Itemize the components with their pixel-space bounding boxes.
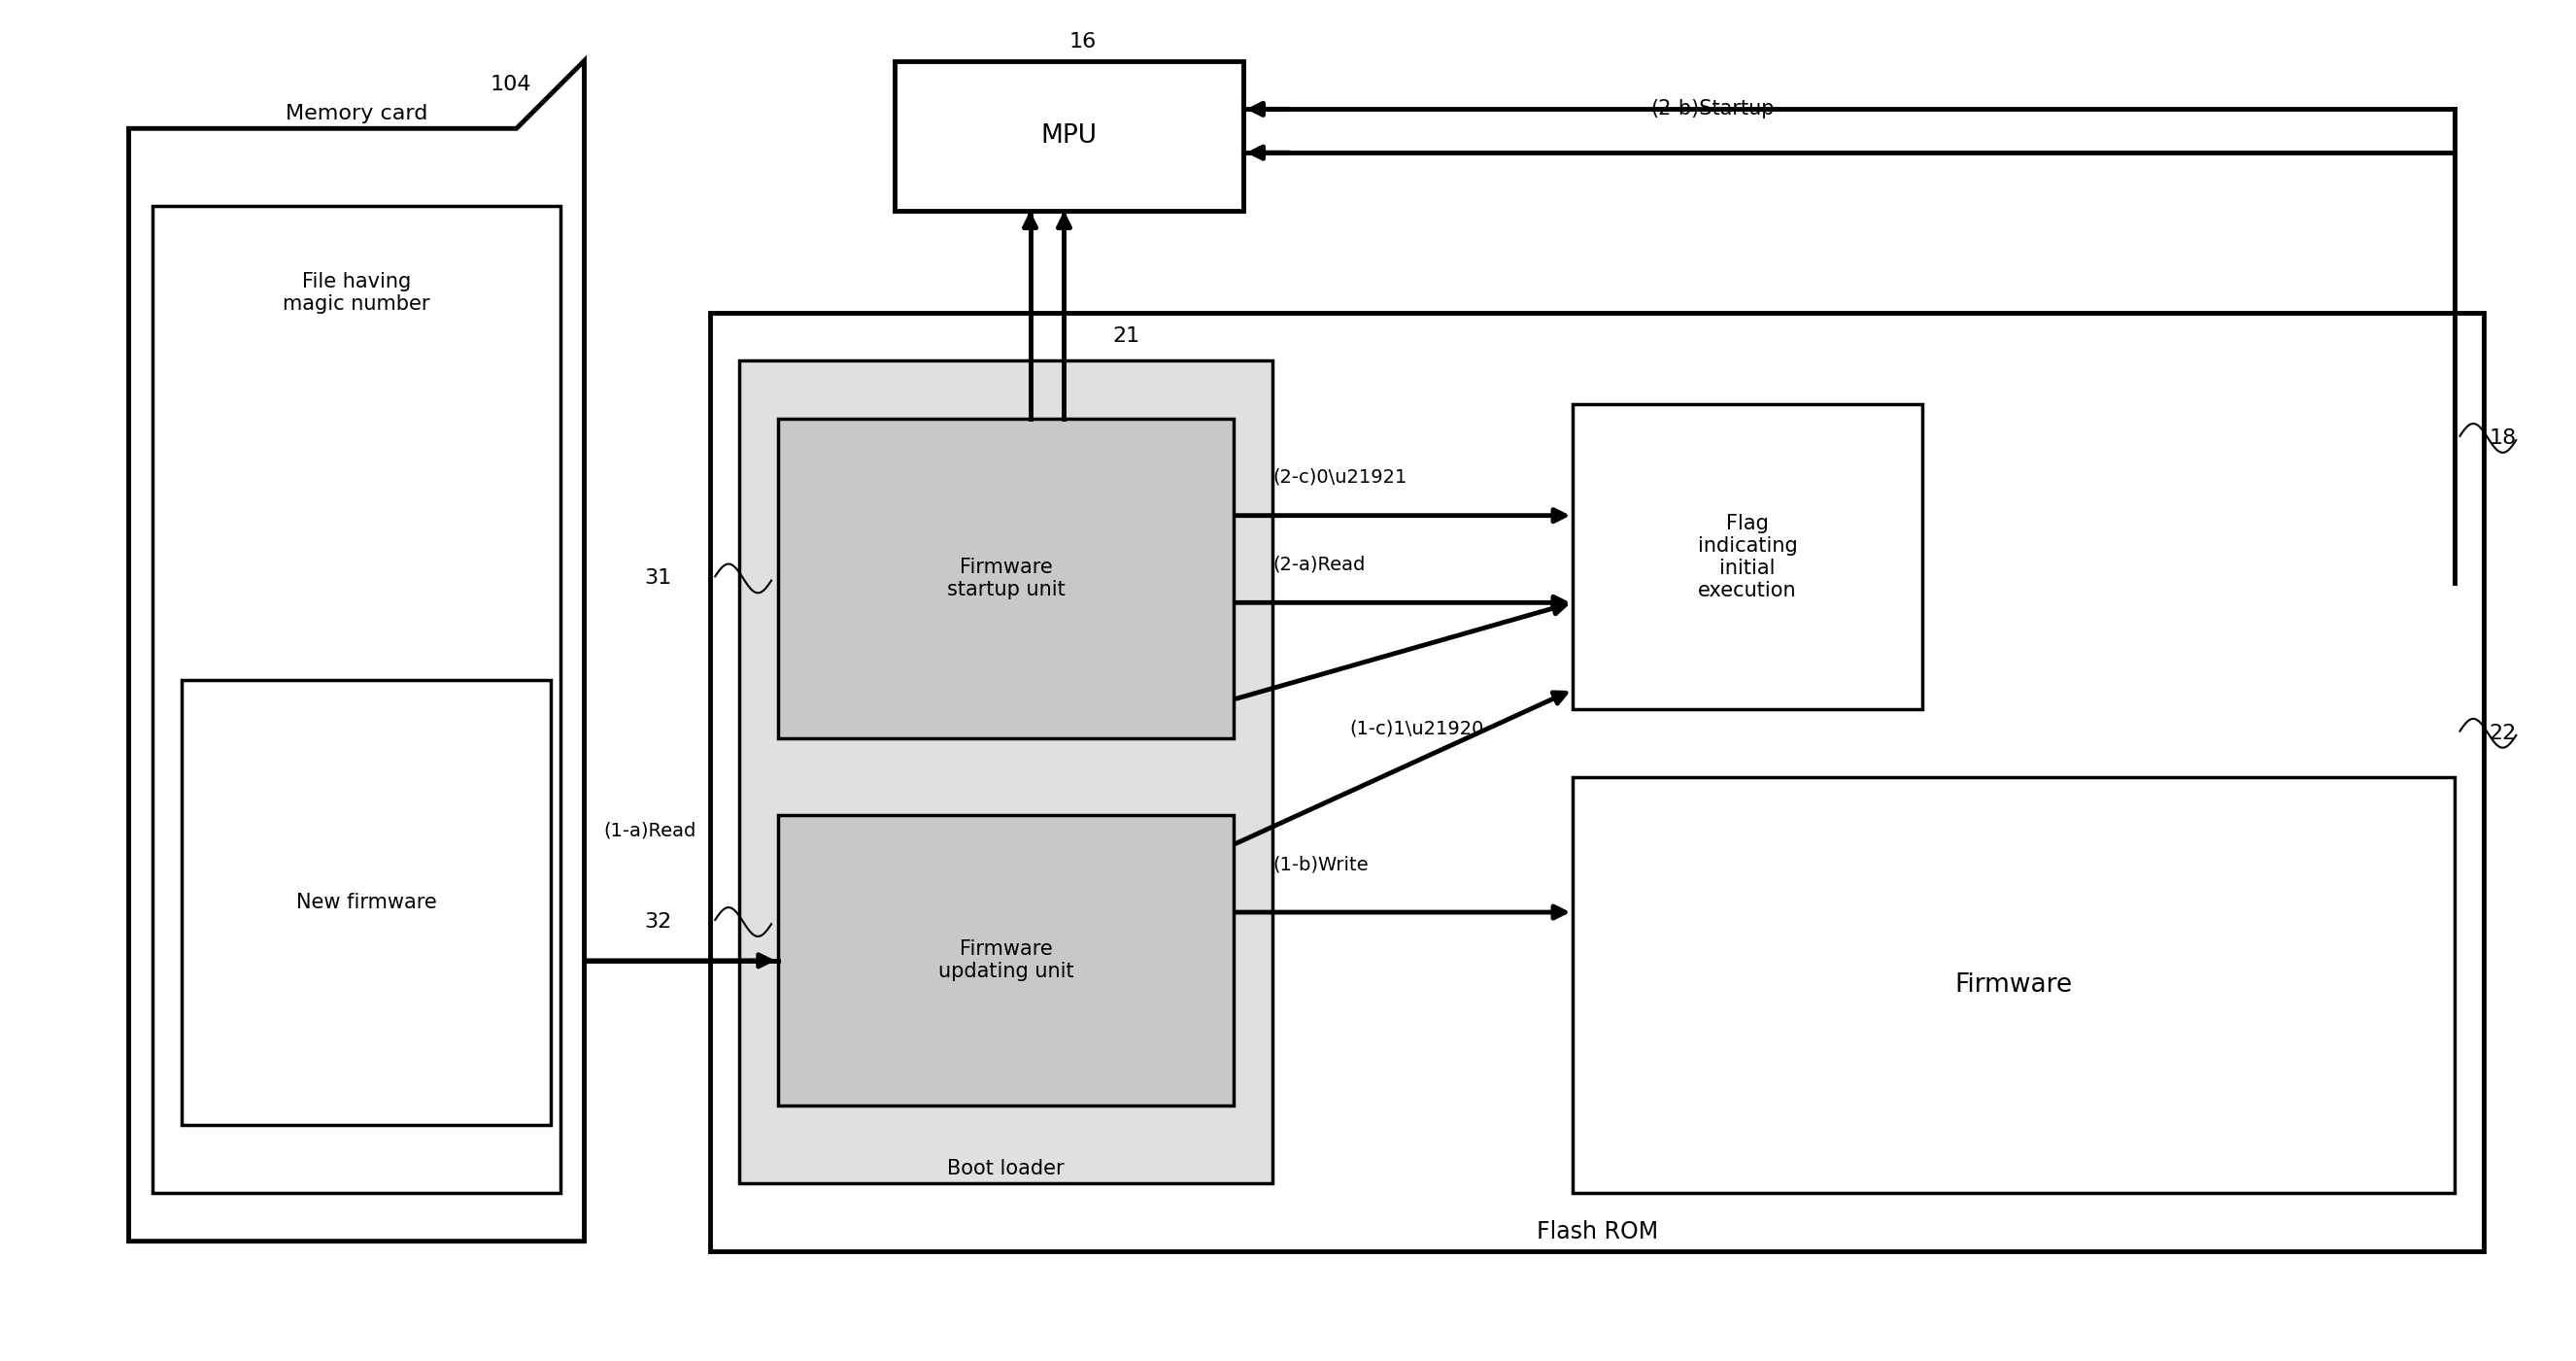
- Text: Flash ROM: Flash ROM: [1535, 1219, 1659, 1243]
- Text: 16: 16: [1069, 31, 1097, 52]
- Text: Memory card: Memory card: [286, 105, 428, 124]
- Bar: [183, 680, 551, 1126]
- Text: (1-a)Read: (1-a)Read: [603, 821, 696, 840]
- Bar: [778, 419, 1234, 738]
- Text: 22: 22: [2488, 724, 2517, 743]
- Bar: [1574, 404, 1922, 709]
- Text: Boot loader: Boot loader: [948, 1160, 1064, 1179]
- Text: 31: 31: [644, 569, 672, 588]
- Bar: [778, 815, 1234, 1105]
- Text: New firmware: New firmware: [296, 893, 435, 912]
- Text: Flag
indicating
initial
execution: Flag indicating initial execution: [1698, 513, 1798, 600]
- Text: Firmware
startup unit: Firmware startup unit: [948, 558, 1064, 599]
- Bar: [894, 61, 1244, 211]
- Text: Firmware: Firmware: [1955, 972, 2074, 998]
- Text: Firmware
updating unit: Firmware updating unit: [938, 939, 1074, 981]
- Bar: [152, 206, 559, 1192]
- Text: (2-c)0\u21921: (2-c)0\u21921: [1273, 468, 1406, 486]
- Polygon shape: [129, 61, 585, 1241]
- Bar: [1574, 777, 2455, 1192]
- Text: MPU: MPU: [1041, 124, 1097, 148]
- Text: (1-b)Write: (1-b)Write: [1273, 855, 1368, 874]
- Bar: [739, 361, 1273, 1183]
- Text: (2-a)Read: (2-a)Read: [1273, 555, 1365, 573]
- Text: (2-b)Startup: (2-b)Startup: [1651, 99, 1775, 118]
- Bar: [711, 312, 2483, 1251]
- Text: 104: 104: [489, 75, 531, 95]
- Text: (1-c)1\u21920: (1-c)1\u21920: [1350, 720, 1484, 738]
- Text: 32: 32: [644, 912, 672, 932]
- Text: 21: 21: [1113, 327, 1141, 346]
- Text: File having
magic number: File having magic number: [283, 272, 430, 314]
- Text: 18: 18: [2488, 429, 2517, 448]
